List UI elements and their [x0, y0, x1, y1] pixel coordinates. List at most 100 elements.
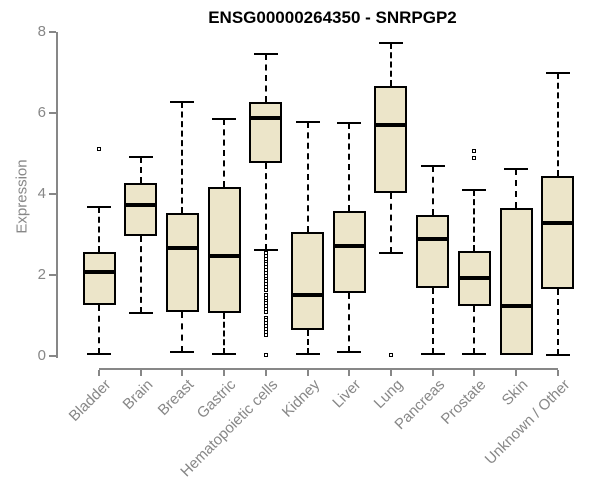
x-tick-mark [473, 370, 476, 376]
box-bladder [82, 252, 116, 306]
outlier-point [97, 147, 101, 152]
upper-whisker-cap [545, 71, 570, 74]
lower-whisker-cap [295, 353, 320, 356]
outlier-point [263, 353, 268, 358]
x-tick-mark [389, 370, 392, 376]
upper-whisker [98, 207, 100, 253]
median-line [416, 236, 450, 241]
y-axis-line [56, 32, 58, 358]
median-line [457, 276, 491, 281]
upper-whisker [556, 72, 559, 177]
upper-whisker-cap [378, 41, 403, 44]
upper-whisker [348, 123, 351, 211]
box-unknown-other [541, 176, 575, 290]
upper-whisker [431, 165, 434, 216]
lower-whisker-cap [87, 352, 111, 355]
box-lung [374, 85, 408, 194]
median-line [124, 203, 158, 208]
x-tick-mark [139, 370, 142, 376]
y-tick-label: 4 [37, 185, 46, 202]
upper-whisker [181, 102, 184, 213]
lower-whisker [389, 193, 392, 253]
x-tick-mark [306, 370, 309, 376]
x-tick-mark [223, 370, 226, 376]
y-tick-label: 0 [37, 347, 46, 364]
outlier-point [263, 287, 268, 292]
y-tick-mark [49, 274, 56, 276]
upper-whisker-cap [420, 164, 445, 167]
y-tick-mark [49, 112, 56, 114]
box-skin [499, 207, 533, 356]
upper-whisker [389, 42, 392, 86]
box-breast [165, 212, 199, 312]
lower-whisker [556, 289, 559, 356]
box-kidney [291, 231, 324, 331]
median-line [541, 221, 575, 226]
lower-whisker [306, 330, 309, 355]
lower-whisker-cap [337, 350, 362, 353]
y-tick-mark [49, 193, 56, 195]
upper-whisker [515, 168, 517, 208]
lower-whisker [139, 236, 142, 313]
upper-whisker-cap [295, 121, 320, 124]
lower-whisker-cap [212, 352, 237, 355]
x-tick-mark [98, 370, 100, 376]
lower-whisker-cap [378, 251, 403, 254]
upper-whisker-cap [462, 188, 487, 191]
x-tick-mark [348, 370, 351, 376]
lower-whisker-cap [128, 311, 153, 314]
median-line [207, 253, 241, 258]
y-tick-label: 2 [37, 266, 46, 283]
x-tick-mark [431, 370, 434, 376]
box-brain [124, 182, 158, 237]
box-pancreas [416, 215, 450, 289]
upper-whisker-cap [253, 53, 278, 56]
lower-whisker [431, 288, 434, 354]
upper-whisker-cap [87, 206, 111, 209]
upper-whisker [223, 119, 226, 188]
median-line [82, 269, 116, 274]
median-line [249, 116, 283, 121]
x-axis-line [99, 368, 558, 370]
outlier-point [472, 156, 477, 161]
chart-title: ENSG00000264350 - SNRPGP2 [208, 8, 457, 27]
median-line [291, 292, 324, 297]
y-tick-label: 8 [37, 23, 46, 40]
x-tick-mark [515, 370, 517, 376]
box-liver [332, 210, 366, 293]
upper-whisker [473, 189, 476, 252]
x-tick-mark [181, 370, 184, 376]
lower-whisker [473, 306, 476, 355]
outlier-point [263, 332, 268, 337]
lower-whisker [98, 305, 100, 354]
y-tick-mark [49, 31, 56, 33]
upper-whisker-cap [337, 122, 362, 125]
median-line [165, 245, 199, 250]
upper-whisker-cap [212, 118, 237, 121]
outlier-point [263, 309, 268, 314]
lower-whisker-cap [545, 354, 570, 357]
upper-whisker-cap [170, 101, 195, 104]
box-hematopoietic-cells [249, 102, 283, 163]
x-tick-mark [264, 370, 267, 376]
y-tick-mark [49, 355, 56, 357]
lower-whisker [264, 162, 267, 250]
lower-whisker-cap [420, 352, 445, 355]
upper-whisker-cap [128, 155, 153, 158]
upper-whisker-cap [504, 167, 528, 170]
lower-whisker [348, 292, 351, 352]
x-tick-mark [556, 370, 559, 376]
upper-whisker [139, 156, 142, 183]
lower-whisker-cap [462, 353, 487, 356]
upper-whisker [264, 54, 267, 103]
outlier-point [472, 149, 477, 154]
outlier-point [388, 353, 393, 358]
lower-whisker [223, 313, 226, 354]
median-line [332, 244, 366, 249]
box-gastric [207, 187, 241, 314]
lower-whisker-cap [253, 248, 278, 251]
lower-whisker [181, 311, 184, 353]
y-tick-label: 6 [37, 104, 46, 121]
lower-whisker-cap [170, 351, 195, 354]
